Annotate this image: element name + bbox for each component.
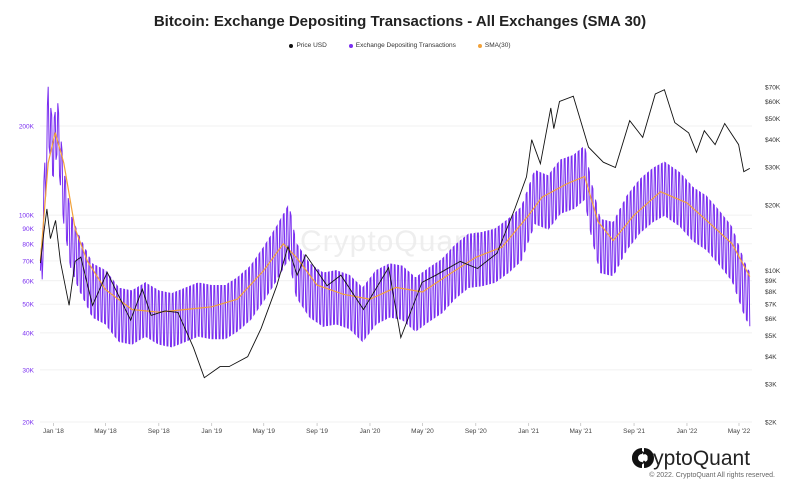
y-left-tick-label: 40K [22,330,34,337]
legend-item-sma[interactable]: SMA(30) [477,42,511,49]
copyright-text: © 2022. CryptoQuant All rights reserved. [649,472,775,479]
y-left-tick-label: 100K [19,213,35,220]
series-line-price [39,89,751,379]
y-left-tick-label: 200K [19,124,35,131]
legend-item-deposits[interactable]: Exchange Depositing Transactions [348,42,456,49]
y-left-tick-label: 20K [22,420,34,427]
brand-name: CryptoQuant [631,447,751,470]
x-tick-label: Jan '20 [360,428,381,435]
y-right-tick-label: $3K [765,381,777,388]
y-left-tick-label: 90K [22,226,34,233]
x-tick-label: May '22 [728,428,751,435]
x-tick-label: Sep '18 [148,428,170,435]
chart-legend: Price USD Exchange Depositing Transactio… [0,42,800,49]
legend-label-sma: SMA(30) [484,42,511,49]
cryptoquant-logo-icon [632,448,654,468]
legend-swatch-deposits [348,43,353,48]
legend-item-price[interactable]: Price USD [289,42,327,49]
x-tick-label: Jan '21 [518,428,539,435]
y-left-tick-label: 50K [22,302,34,309]
y-left-tick-label: 70K [22,258,34,265]
x-tick-label: Jan '18 [43,428,64,435]
x-tick-label: Sep '20 [465,428,487,435]
y-right-tick-label: $8K [765,289,777,296]
x-tick-label: Sep '19 [306,428,328,435]
y-right-tick-label: $6K [765,316,777,323]
series-line-deposits [39,86,751,348]
y-right-tick-label: $7K [765,301,777,308]
y-right-tick-label: $5K [765,333,777,340]
x-tick-label: Jan '22 [677,428,698,435]
legend-label-price: Price USD [296,42,327,49]
x-tick-label: Sep '21 [623,428,645,435]
legend-label-deposits: Exchange Depositing Transactions [355,42,456,49]
chart-title: Bitcoin: Exchange Depositing Transaction… [153,13,647,30]
x-tick-label: May '19 [252,428,275,435]
y-right-tick-label: $70K [765,85,781,92]
y-right-tick-label: $10K [765,268,781,275]
x-tick-label: May '21 [569,428,592,435]
legend-swatch-sma [477,43,482,48]
y-right-tick-label: $40K [765,137,781,144]
y-left-tick-label: 80K [22,241,34,248]
y-right-tick-label: $60K [765,99,781,106]
y-right-tick-label: $9K [765,278,777,285]
legend-swatch-price [289,43,294,48]
y-left-tick-label: 60K [22,278,34,285]
brand-logo: CryptoQuant [631,447,750,471]
y-right-tick-label: $4K [765,354,777,361]
y-right-tick-label: $50K [765,116,781,123]
y-right-tick-label: $20K [765,203,781,210]
y-right-tick-label: $30K [765,164,781,171]
x-tick-label: May '20 [411,428,434,435]
x-tick-label: Jan '19 [201,428,222,435]
y-right-tick-label: $2K [765,420,777,427]
x-tick-label: May '18 [94,428,117,435]
y-left-tick-label: 30K [22,367,34,374]
